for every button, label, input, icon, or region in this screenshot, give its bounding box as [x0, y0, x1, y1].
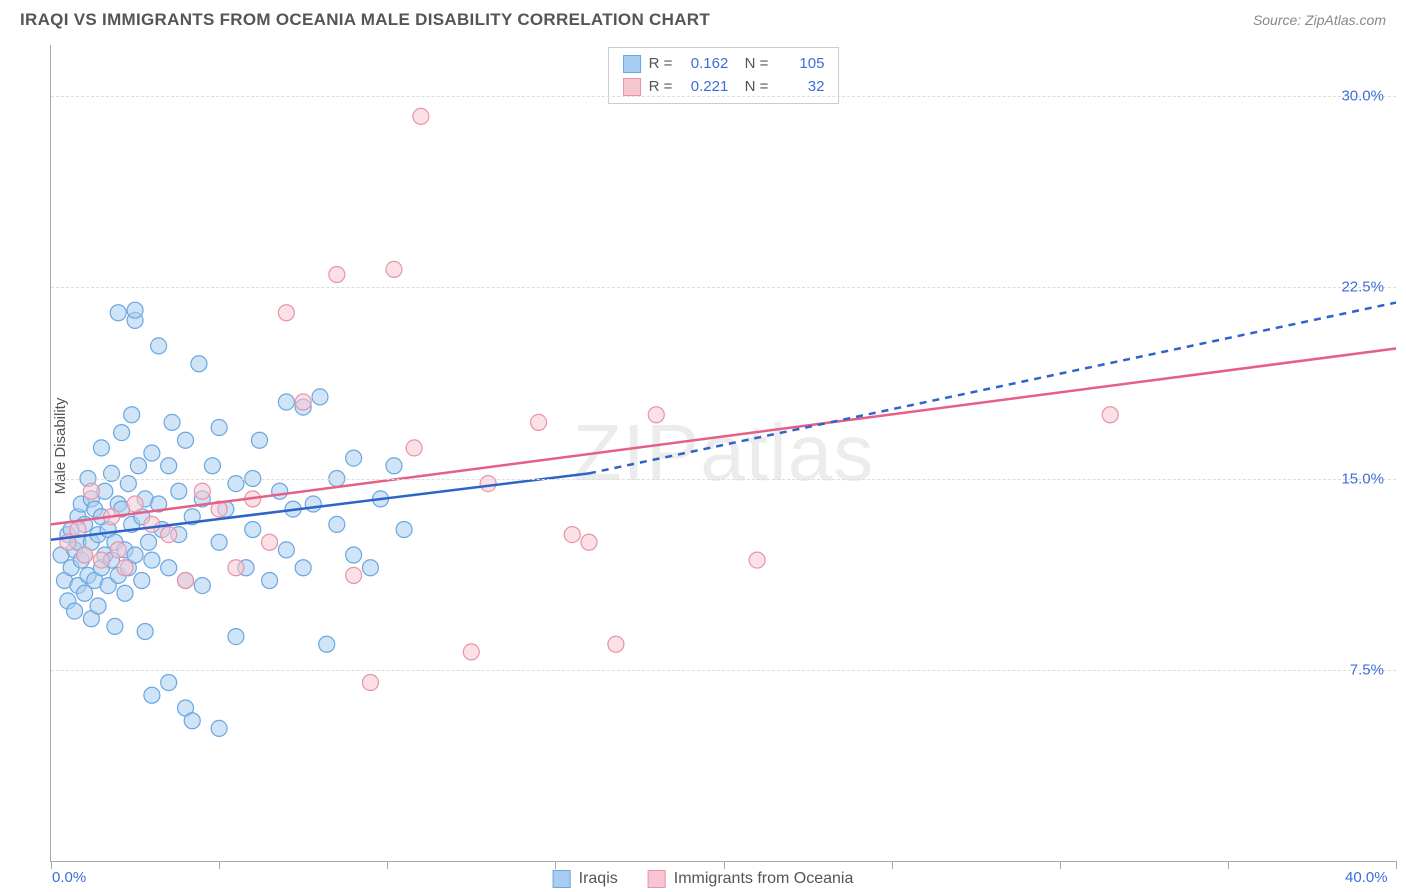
source-credit: Source: ZipAtlas.com [1253, 12, 1386, 28]
scatter-plot-svg [51, 45, 1396, 861]
y-tick-label: 15.0% [1341, 470, 1384, 487]
swatch-series1 [623, 55, 641, 73]
y-tick-label: 22.5% [1341, 279, 1384, 296]
n-value-series1: 105 [776, 53, 824, 76]
r-label: R = [649, 53, 673, 76]
r-label: R = [649, 76, 673, 99]
stats-row-series2: R = 0.221 N = 32 [623, 76, 825, 99]
chart-title: IRAQI VS IMMIGRANTS FROM OCEANIA MALE DI… [20, 10, 710, 30]
swatch-series2 [623, 78, 641, 96]
chart-plot-area: ZIPatlas R = 0.162 N = 105 R = 0.221 N =… [50, 45, 1396, 862]
r-value-series2: 0.221 [680, 76, 728, 99]
series-legend: Iraqis Immigrants from Oceania [553, 870, 854, 888]
swatch-series1 [553, 870, 571, 888]
y-tick-label: 30.0% [1341, 88, 1384, 105]
swatch-series2 [648, 870, 666, 888]
y-tick-label: 7.5% [1350, 661, 1384, 678]
n-value-series2: 32 [776, 76, 824, 99]
stats-row-series1: R = 0.162 N = 105 [623, 53, 825, 76]
x-tick-label: 40.0% [1345, 869, 1388, 886]
n-label: N = [736, 76, 768, 99]
legend-label-series2: Immigrants from Oceania [674, 870, 854, 888]
x-tick-label: 0.0% [52, 869, 86, 886]
legend-label-series1: Iraqis [579, 870, 618, 888]
legend-item-series1: Iraqis [553, 870, 618, 888]
n-label: N = [736, 53, 768, 76]
legend-item-series2: Immigrants from Oceania [648, 870, 854, 888]
r-value-series1: 0.162 [680, 53, 728, 76]
